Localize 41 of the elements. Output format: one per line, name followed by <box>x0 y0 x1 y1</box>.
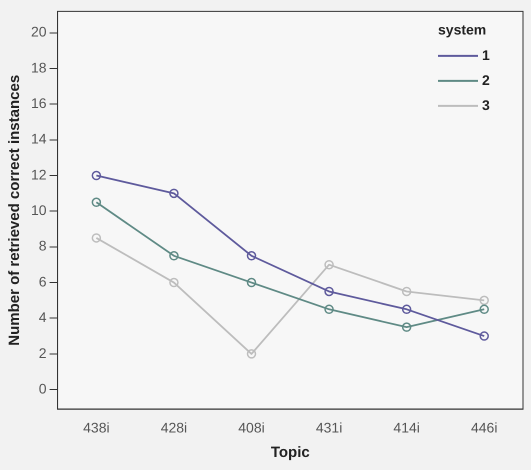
point <box>402 286 412 296</box>
y-tick-label: 20 <box>30 24 47 40</box>
point <box>92 233 102 243</box>
point <box>402 304 412 314</box>
y-axis-title: Number of retrieved correct instances <box>6 74 24 346</box>
x-tick-label: 446i <box>470 419 498 436</box>
y-tick-label: 14 <box>30 130 47 147</box>
y-tick-label: 0 <box>38 380 47 396</box>
y-tick-label: 12 <box>30 166 47 182</box>
point <box>246 251 256 261</box>
y-tick-label: 6 <box>38 273 47 290</box>
point <box>92 198 102 208</box>
point <box>246 349 256 359</box>
legend-label: 3 <box>482 96 490 113</box>
y-tick-label: 4 <box>38 309 47 326</box>
point <box>324 286 334 296</box>
y-tick-label: 8 <box>38 238 47 254</box>
y-tick-label: 10 <box>30 202 47 218</box>
x-tick-label: 428i <box>160 419 188 436</box>
y-tick-label: 16 <box>30 95 47 112</box>
point <box>169 278 179 288</box>
point <box>324 304 334 314</box>
point <box>92 170 102 180</box>
point <box>324 260 334 270</box>
legend-label: 1 <box>482 46 490 63</box>
x-tick-label: 408i <box>238 419 265 436</box>
point <box>479 304 489 314</box>
y-tick-label: 2 <box>38 344 47 361</box>
x-tick-label: 438i <box>83 419 110 436</box>
x-tick-label: 431i <box>316 419 342 436</box>
point <box>169 188 179 198</box>
y-tick-label: 18 <box>30 59 47 76</box>
legend-label: 2 <box>482 72 490 88</box>
point <box>169 251 179 261</box>
x-tick-label: 414i <box>393 419 420 436</box>
point <box>246 278 256 288</box>
point <box>479 296 489 306</box>
point <box>402 322 412 332</box>
point <box>479 331 489 341</box>
legend-title: system <box>438 21 486 38</box>
x-axis-title: Topic <box>270 444 310 462</box>
